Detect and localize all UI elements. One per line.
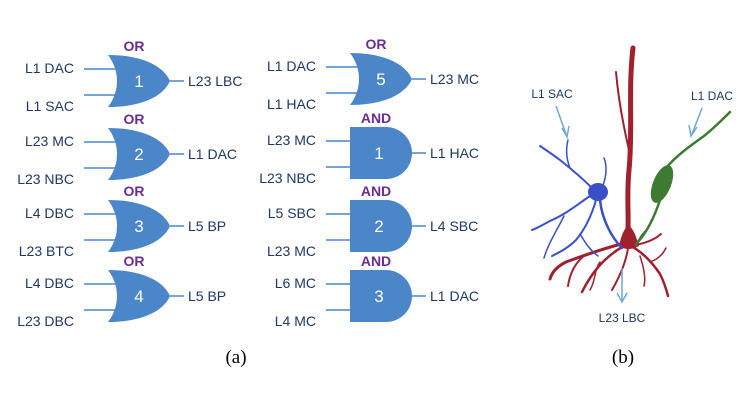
input-label-1: L4 DBC	[25, 275, 74, 291]
input-label-1: L5 SBC	[268, 205, 316, 221]
dac-axon-branch	[635, 227, 649, 247]
gate-body	[108, 55, 170, 107]
gate-type-label: AND	[361, 183, 391, 199]
lbc-dendrite	[649, 247, 667, 263]
sac-dendrite	[579, 233, 599, 257]
input-label-2: L1 SAC	[26, 98, 74, 114]
gate-type-label: OR	[124, 38, 145, 54]
gate-number: 1	[134, 72, 143, 91]
output-label: L23 MC	[430, 71, 479, 87]
gate-type-label: OR	[366, 36, 387, 52]
sac-input-arrow	[555, 105, 567, 135]
gate-and-1: AND 1 L23 MC L23 NBC L1 HAC	[259, 110, 479, 186]
gate-number: 3	[374, 287, 383, 306]
input-label-1: L6 MC	[275, 275, 316, 291]
gate-or-3: OR 3 L4 DBC L23 BTC L5 BP	[19, 183, 226, 259]
input-label-1: L23 MC	[267, 132, 316, 148]
lbc-dendrite	[548, 241, 627, 281]
lbc-apical-dendrite	[624, 45, 636, 246]
sac-dendrite	[601, 157, 607, 189]
lbc-apical-branch	[615, 71, 630, 151]
sac-dendrite	[543, 215, 565, 259]
output-label: L5 BP	[188, 288, 226, 304]
input-label-2: L23 NBC	[259, 170, 316, 186]
sac-dendrite	[539, 145, 593, 189]
gate-number: 4	[134, 287, 143, 306]
gate-body	[350, 200, 412, 252]
lbc-dendrite	[611, 247, 629, 291]
gate-body	[350, 53, 412, 105]
output-label: L23 LBC	[188, 73, 242, 89]
sac-neuron	[531, 139, 624, 259]
lbc-dendrite	[567, 254, 586, 287]
input-label-2: L23 NBC	[17, 171, 74, 187]
sac-soma	[588, 183, 608, 201]
panel-b-neuron-illustration: L1 SAC L1 DAC L23 LBC	[531, 45, 733, 325]
lbc-arrowhead	[616, 292, 628, 304]
output-label: L1 DAC	[430, 288, 479, 304]
gate-and-2: AND 2 L5 SBC L23 MC L4 SBC	[267, 183, 478, 259]
gate-and-3: AND 3 L6 MC L4 MC L1 DAC	[275, 253, 479, 329]
input-label-2: L23 BTC	[19, 243, 74, 259]
lbc-soma	[619, 226, 639, 249]
gate-or-1: OR 1 L1 DAC L1 SAC L23 LBC	[25, 38, 243, 114]
gate-type-label: OR	[124, 111, 145, 127]
input-label-2: L23 DBC	[17, 313, 74, 329]
sac-dendrite	[551, 199, 597, 257]
input-label-1: L4 DBC	[25, 205, 74, 221]
label-l1-dac: L1 DAC	[691, 89, 733, 103]
output-label: L4 SBC	[430, 218, 478, 234]
sac-arrowhead	[561, 125, 570, 140]
sac-dendrite	[531, 195, 591, 231]
dac-soma	[650, 165, 674, 203]
sac-axon	[598, 198, 624, 250]
gate-type-label: AND	[361, 110, 391, 126]
input-label-2: L23 MC	[267, 243, 316, 259]
input-label-1: L1 DAC	[267, 58, 316, 74]
input-label-1: L23 MC	[25, 133, 74, 149]
sac-dendrite	[565, 139, 571, 169]
dac-arrowhead	[688, 124, 698, 138]
gate-or-5: OR 5 L1 DAC L1 HAC L23 MC	[267, 36, 479, 112]
input-label-2: L1 HAC	[267, 96, 316, 112]
gate-body	[350, 270, 412, 322]
gate-type-label: OR	[124, 183, 145, 199]
lbc-dendrite	[580, 245, 624, 294]
gate-body	[350, 127, 412, 179]
dac-neuron	[634, 110, 732, 247]
gate-body	[108, 270, 170, 322]
gate-type-label: OR	[124, 253, 145, 269]
arrows	[555, 105, 703, 304]
lbc-neuron	[548, 45, 670, 298]
output-label: L1 HAC	[430, 145, 479, 161]
gate-number: 3	[134, 217, 143, 236]
input-label-2: L4 MC	[275, 313, 316, 329]
label-l23-lbc: L23 LBC	[599, 311, 646, 325]
lbc-dendrite	[629, 244, 670, 298]
gate-body	[108, 128, 170, 180]
lbc-dendrite	[639, 255, 646, 287]
gate-number: 5	[376, 70, 385, 89]
caption-a: (a)	[225, 347, 246, 368]
input-label-1: L1 DAC	[25, 60, 74, 76]
output-label: L1 DAC	[188, 146, 237, 162]
lbc-dendrite	[589, 261, 601, 291]
gate-number: 2	[134, 145, 143, 164]
gate-type-label: AND	[361, 253, 391, 269]
gate-or-2: OR 2 L23 MC L23 NBC L1 DAC	[17, 111, 237, 187]
output-label: L5 BP	[188, 218, 226, 234]
gate-body	[108, 200, 170, 252]
gate-number: 2	[374, 217, 383, 236]
dac-dendrite	[664, 110, 732, 170]
panel-a-logic-gates: OR 1 L1 DAC L1 SAC L23 LBC OR 2 L23 MC L23 NBC L1…	[17, 36, 479, 329]
label-l1-sac: L1 SAC	[531, 87, 573, 101]
dac-input-arrow	[691, 107, 703, 135]
gate-number: 1	[374, 144, 383, 163]
gate-or-4: OR 4 L4 DBC L23 DBC L5 BP	[17, 253, 226, 329]
caption-b: (b)	[612, 347, 634, 368]
